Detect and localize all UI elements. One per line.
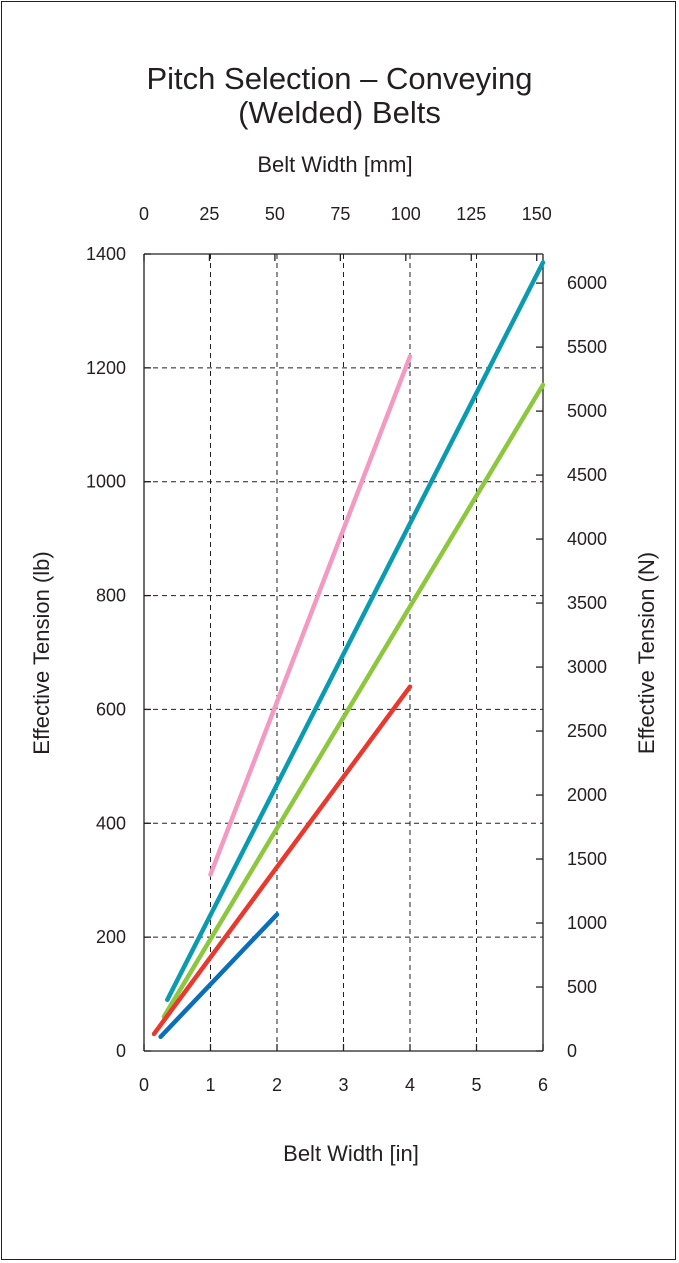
y-right-tick-label: 4500 bbox=[567, 465, 607, 485]
y-right-tick-label: 2000 bbox=[567, 785, 607, 805]
x-bottom-tick-label: 5 bbox=[471, 1075, 481, 1095]
y-left-tick-label: 1200 bbox=[86, 358, 126, 378]
x-top-tick-label: 100 bbox=[391, 204, 421, 224]
series-line-3 bbox=[161, 382, 546, 1020]
y-left-tick-label: 1400 bbox=[86, 244, 126, 264]
chart-title-line-1: Pitch Selection – Conveying bbox=[146, 61, 533, 96]
axes bbox=[143, 253, 544, 1052]
x-top-tick-label: 150 bbox=[522, 204, 552, 224]
tick-labels: 0 1 2 3 4 5 60 25 50 75 100 125 15002004006008001000… bbox=[86, 204, 607, 1095]
x-bottom-tick-label: 6 bbox=[538, 1075, 548, 1095]
series-line-5 bbox=[158, 912, 280, 1040]
y-left-axis-label: Effective Tension (lb) bbox=[29, 551, 54, 754]
y-right-tick-label: 2500 bbox=[567, 721, 607, 741]
x-top-axis-label: Belt Width [mm] bbox=[257, 152, 412, 177]
y-right-tick-label: 6000 bbox=[567, 273, 607, 293]
series-line-1 bbox=[208, 354, 413, 877]
y-left-tick-label: 600 bbox=[96, 699, 126, 719]
series-lines bbox=[151, 260, 546, 1040]
x-top-tick-label: 25 bbox=[199, 204, 219, 224]
y-right-tick-label: 3000 bbox=[567, 657, 607, 677]
x-bottom-axis-label: Belt Width [in] bbox=[283, 1141, 419, 1166]
x-bottom-tick-label: 4 bbox=[405, 1075, 415, 1095]
x-top-tick-label: 0 bbox=[139, 204, 149, 224]
y-right-axis-label: Effective Tension (N) bbox=[634, 552, 659, 754]
series-line-2 bbox=[165, 260, 546, 1003]
x-bottom-tick-label: 3 bbox=[338, 1075, 348, 1095]
y-left-tick-label: 800 bbox=[96, 586, 126, 606]
series-line-4 bbox=[151, 684, 413, 1037]
x-top-tick-label: 125 bbox=[456, 204, 486, 224]
y-left-tick-label: 200 bbox=[96, 927, 126, 947]
x-top-tick-label: 50 bbox=[265, 204, 285, 224]
y-right-tick-label: 5000 bbox=[567, 401, 607, 421]
y-right-tick-label: 1500 bbox=[567, 849, 607, 869]
x-top-tick-label: 75 bbox=[330, 204, 350, 224]
y-left-tick-label: 400 bbox=[96, 813, 126, 833]
y-right-tick-label: 3500 bbox=[567, 593, 607, 613]
x-bottom-tick-label: 0 bbox=[139, 1075, 149, 1095]
y-right-tick-label: 1000 bbox=[567, 913, 607, 933]
x-bottom-tick-label: 1 bbox=[205, 1075, 215, 1095]
x-bottom-tick-label: 2 bbox=[272, 1075, 282, 1095]
chart-title-line-2: (Welded) Belts bbox=[238, 95, 441, 130]
y-right-tick-label: 5500 bbox=[567, 337, 607, 357]
y-right-tick-label: 4000 bbox=[567, 529, 607, 549]
chart-title: Pitch Selection – Conveying (Welded) Bel… bbox=[0, 62, 679, 130]
y-right-tick-label: 500 bbox=[567, 977, 597, 997]
y-right-tick-label: 0 bbox=[567, 1041, 577, 1061]
y-left-tick-label: 1000 bbox=[86, 472, 126, 492]
y-left-tick-label: 0 bbox=[116, 1041, 126, 1061]
